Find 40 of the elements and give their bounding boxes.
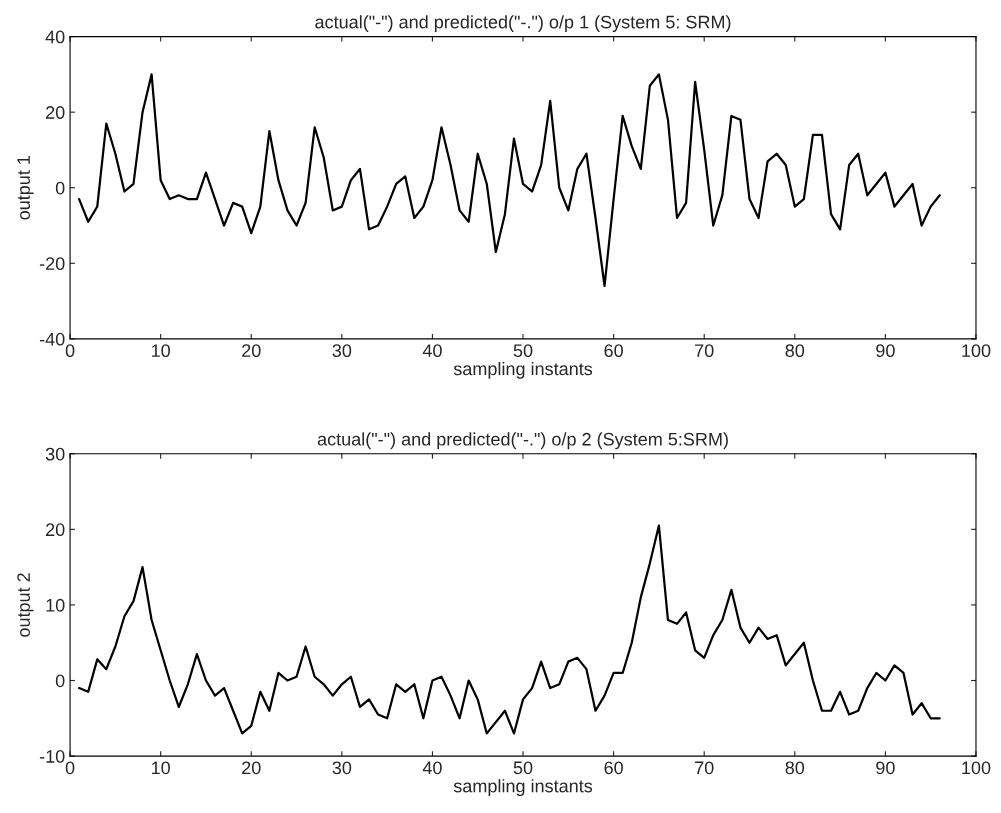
x-tick-label: 50 — [513, 761, 533, 775]
line-series — [78, 524, 941, 735]
chart-title: actual("-") and predicted("-.") o/p 1 (System 5: SRM) — [315, 15, 731, 32]
x-axis-title: sampling instants — [453, 361, 593, 379]
y-tick-label: 0 — [55, 674, 65, 688]
x-tick-label: 20 — [242, 761, 261, 775]
y-tick-label: -40 — [39, 332, 65, 346]
y-tick-label: -20 — [39, 257, 65, 271]
chart-title: actual("-") and predicted("-.") o/p 2 (System 5:SRM) — [317, 432, 728, 450]
x-tick-label: 100 — [962, 344, 991, 358]
x-tick-label: 20 — [242, 344, 261, 358]
y-tick-label: 10 — [46, 598, 65, 612]
line-series — [78, 73, 941, 288]
x-tick-label: 40 — [422, 761, 442, 775]
x-tick-label: 0 — [65, 344, 75, 358]
x-tick-label: 50 — [513, 344, 533, 358]
x-tick-label: 80 — [785, 344, 805, 358]
y-tick-label: 0 — [55, 181, 65, 195]
x-tick-label: 90 — [876, 761, 895, 775]
x-axis-title: sampling instants — [453, 779, 593, 796]
y-tick-label: 30 — [45, 447, 65, 461]
x-tick-label: 70 — [695, 344, 714, 358]
y-axis-title: output 1 — [17, 155, 34, 220]
y-tick-label: 40 — [45, 30, 65, 44]
x-tick-label: 80 — [785, 761, 805, 775]
x-tick-label: 60 — [604, 344, 623, 358]
x-tick-label: 90 — [876, 344, 895, 358]
x-tick-label: 100 — [962, 761, 991, 775]
x-tick-label: 10 — [152, 761, 170, 775]
y-tick-label: 20 — [46, 523, 65, 537]
y-tick-label: -10 — [39, 750, 65, 763]
x-tick-label: 60 — [604, 761, 623, 775]
x-tick-label: 0 — [65, 761, 75, 775]
y-axis-title: output 2 — [17, 573, 34, 637]
x-tick-label: 40 — [422, 344, 442, 358]
x-tick-label: 30 — [332, 344, 352, 358]
x-tick-label: 10 — [152, 344, 170, 358]
x-tick-label: 30 — [332, 761, 352, 775]
x-tick-label: 70 — [695, 761, 714, 775]
y-tick-label: 20 — [46, 106, 65, 119]
